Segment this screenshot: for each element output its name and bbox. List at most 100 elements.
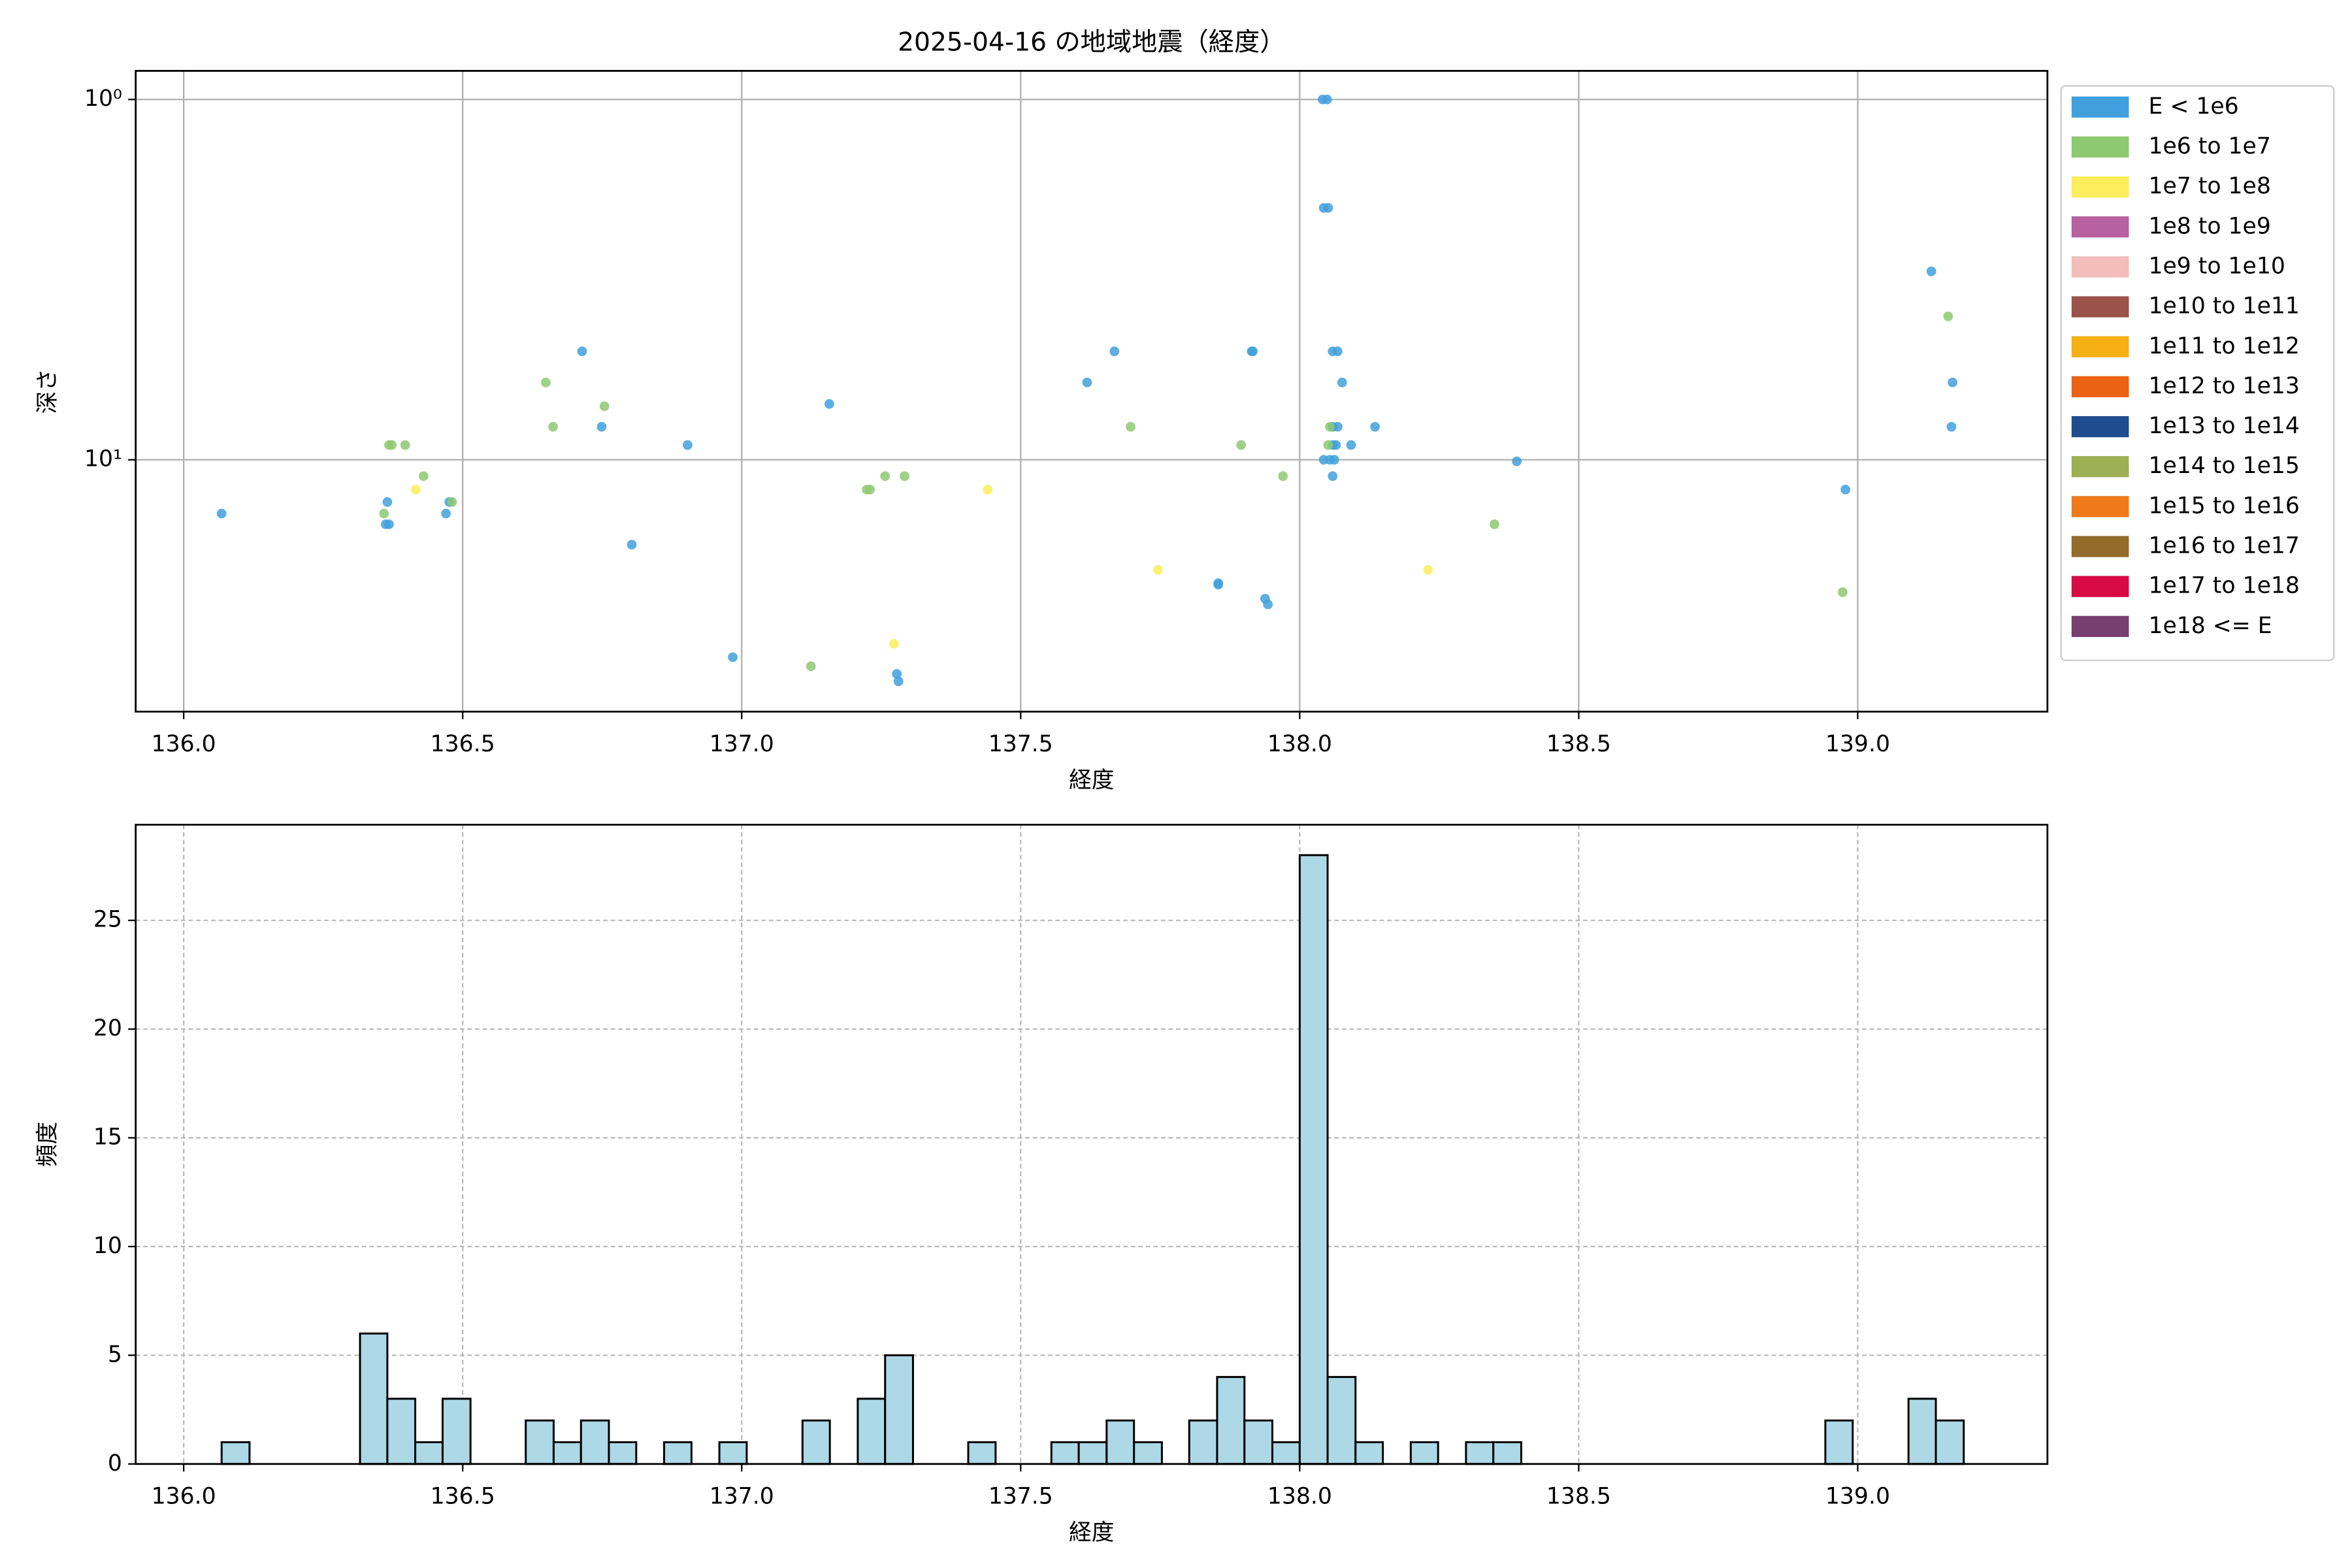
- point: [419, 471, 429, 482]
- x-tick-label: 137.0: [710, 1484, 774, 1510]
- legend-label: 1e8 to 1e9: [2148, 213, 2270, 239]
- bar: [1105, 1419, 1135, 1465]
- bar: [1077, 1441, 1108, 1465]
- y-tick-label: 10⁰: [84, 86, 122, 112]
- bar: [801, 1419, 831, 1465]
- point: [400, 440, 410, 450]
- bar: [359, 1332, 389, 1465]
- point: [216, 508, 227, 519]
- point: [541, 377, 551, 387]
- legend-swatch: [2071, 456, 2129, 478]
- bar: [1133, 1441, 1163, 1465]
- legend-swatch: [2071, 256, 2129, 278]
- bar: [1050, 1441, 1080, 1465]
- point: [577, 346, 587, 357]
- x-tick-label: 139.0: [1825, 731, 1890, 757]
- legend-swatch: [2071, 176, 2129, 198]
- bar: [580, 1419, 610, 1465]
- point: [1325, 421, 1335, 432]
- point: [1082, 377, 1092, 387]
- plot-frame: [135, 70, 2049, 713]
- point: [1943, 311, 1953, 321]
- point: [865, 485, 875, 495]
- x-tick-label: 138.0: [1267, 731, 1332, 757]
- point: [824, 399, 834, 409]
- legend-label: 1e7 to 1e8: [2148, 173, 2270, 199]
- bar: [967, 1441, 997, 1465]
- point: [1838, 587, 1848, 597]
- point: [893, 676, 904, 687]
- point: [1370, 421, 1380, 432]
- bar: [220, 1441, 251, 1465]
- y-tick-label: 10¹: [84, 446, 122, 472]
- point: [447, 497, 457, 507]
- bar: [1907, 1397, 1937, 1465]
- bar: [884, 1354, 914, 1465]
- point: [880, 471, 890, 482]
- bar: [663, 1441, 693, 1465]
- point: [1109, 346, 1120, 357]
- point: [1153, 564, 1163, 575]
- legend-label: 1e10 to 1e11: [2148, 293, 2299, 319]
- legend-swatch: [2071, 136, 2129, 158]
- legend-swatch: [2071, 216, 2129, 238]
- legend-swatch: [2071, 536, 2129, 557]
- point: [1948, 377, 1958, 387]
- x-tick-label: 136.0: [152, 731, 216, 757]
- bar: [857, 1397, 887, 1465]
- point: [1236, 440, 1247, 450]
- bar: [1188, 1419, 1218, 1465]
- legend-label: 1e14 to 1e15: [2148, 453, 2299, 479]
- legend-label: 1e11 to 1e12: [2148, 333, 2299, 359]
- legend-box: [2060, 85, 2335, 661]
- point: [387, 440, 397, 450]
- bar: [608, 1441, 638, 1465]
- point: [411, 485, 421, 495]
- legend-swatch: [2071, 336, 2129, 357]
- x-tick-label: 137.5: [988, 1484, 1053, 1510]
- bar: [1409, 1441, 1439, 1465]
- point: [728, 652, 738, 662]
- y-tick-label: 20: [93, 1015, 122, 1041]
- legend-label: 1e6 to 1e7: [2148, 133, 2270, 159]
- point: [596, 421, 607, 432]
- point: [683, 440, 693, 450]
- legend-label: 1e15 to 1e16: [2148, 493, 2299, 519]
- x-tick-label: 137.5: [988, 731, 1053, 757]
- bar: [1271, 1441, 1301, 1465]
- legend-label: E < 1e6: [2148, 93, 2238, 120]
- point: [379, 508, 389, 519]
- point: [1247, 346, 1257, 357]
- bar: [1298, 854, 1329, 1465]
- x-axis-label: 経度: [1069, 767, 1114, 793]
- point: [1213, 578, 1224, 588]
- point: [1323, 440, 1333, 450]
- point: [1322, 94, 1332, 105]
- bar: [386, 1397, 417, 1465]
- legend-swatch: [2071, 496, 2129, 517]
- x-tick-label: 137.0: [710, 731, 774, 757]
- x-tick-label: 138.5: [1546, 1484, 1611, 1510]
- legend-swatch: [2071, 416, 2129, 438]
- point: [1926, 266, 1936, 276]
- point: [983, 485, 993, 495]
- x-axis-label: 経度: [1069, 1520, 1114, 1546]
- bar: [1935, 1419, 1965, 1465]
- legend-label: 1e17 to 1e18: [2148, 573, 2299, 599]
- point: [1263, 599, 1273, 610]
- point: [1278, 471, 1288, 482]
- bar: [1465, 1441, 1495, 1465]
- x-tick-label: 138.5: [1546, 731, 1611, 757]
- bar: [1216, 1376, 1246, 1465]
- bar: [1824, 1419, 1854, 1465]
- point: [382, 497, 393, 507]
- y-tick-label: 10: [93, 1233, 122, 1259]
- y-tick-label: 0: [108, 1450, 122, 1477]
- y-axis-label: 深さ: [35, 368, 61, 414]
- point: [441, 508, 451, 519]
- y-axis-label: 頻度: [35, 1122, 61, 1167]
- bar: [441, 1397, 472, 1465]
- legend-swatch: [2071, 96, 2129, 118]
